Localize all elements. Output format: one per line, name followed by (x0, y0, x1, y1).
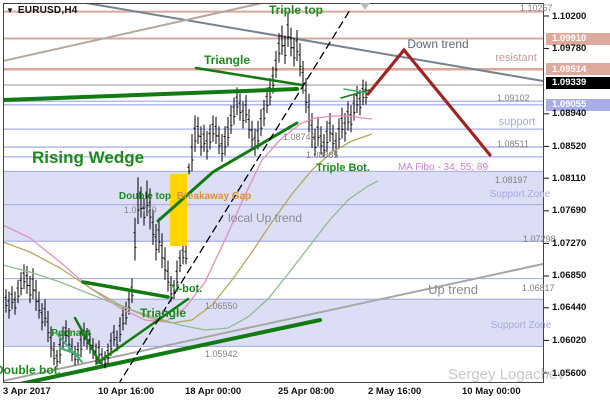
price-tick-1.05600: 1.05600 (552, 367, 587, 379)
ma-line-ma-fibo-89 (3, 180, 379, 331)
down-trend-line[interactable] (85, 3, 544, 82)
support-zone-label-2: Support Zone (490, 320, 552, 331)
annotation-breakaway-gap[interactable]: Breakaway Gap (176, 191, 252, 202)
current-price-label: 1.09339 (546, 76, 610, 89)
price-level-label-1.08511: 1.08511 (497, 139, 529, 149)
price-level-label-1.07770: 1.07770 (124, 205, 157, 215)
price-level-label-1.10257: 1.10257 (520, 3, 553, 13)
time-tick-3-Apr-2017: 3 Apr 2017 (3, 386, 51, 397)
symbol-period-label: EURUSD,H4 (17, 5, 78, 16)
price-level-label-1.08385: 1.08385 (306, 150, 339, 160)
time-tick-10-May-00-00: 10 May 00:00 (462, 386, 521, 397)
chart-shift-marker-icon (360, 3, 370, 10)
annotation-resistant[interactable]: resistant (495, 52, 537, 64)
annotation-double-top[interactable]: Double top (118, 191, 172, 202)
time-tick-10-Apr-16-00: 10 Apr 16:00 (98, 386, 155, 397)
wedge-top-line[interactable] (3, 87, 299, 102)
pennant-line-2[interactable] (59, 347, 80, 356)
annotation-triangle-upper[interactable]: Triangle (203, 53, 251, 67)
annotation-triangle-lower[interactable]: Triangle (139, 306, 187, 320)
annotation-pennant[interactable]: Pennant (51, 328, 91, 339)
price-tick-1.06440: 1.06440 (552, 302, 587, 314)
support-zone-1 (3, 171, 544, 242)
time-tick-18-Apr-00-00: 18 Apr 00:00 (185, 386, 242, 397)
support-zone-label-1: Support Zone (489, 189, 551, 200)
price-tick-1.07270: 1.07270 (552, 237, 587, 249)
forecast-arrow[interactable] (366, 47, 492, 157)
price-level-label-1.06550: 1.06550 (205, 301, 238, 311)
support-green-line[interactable] (18, 318, 322, 384)
price-tick-1.06850: 1.06850 (552, 270, 587, 282)
annotation-v-bot[interactable]: V-bot. (171, 283, 203, 295)
pennant-line-1[interactable] (56, 333, 83, 363)
plot-area[interactable] (3, 3, 544, 385)
up-trend-line[interactable] (3, 263, 544, 382)
price-level-label-1.09102: 1.09102 (497, 93, 530, 103)
price-level-label-1.06817: 1.06817 (522, 283, 555, 293)
plot-border (3, 3, 544, 383)
price-tick-1.08520: 1.08520 (552, 140, 587, 152)
annotation-down-trend[interactable]: Down trend (407, 37, 469, 51)
price-tick-1.09514: 1.09514 (546, 63, 610, 76)
neck-line[interactable] (81, 280, 170, 299)
time-tick-25-Apr-08-00: 25 Apr 08:00 (278, 386, 335, 397)
price-level-label-1.08742: 1.08742 (283, 132, 316, 142)
triangle-lower-desc[interactable] (73, 316, 102, 365)
flag-line-2[interactable] (343, 88, 367, 94)
rising-gray-line[interactable] (3, 3, 263, 62)
price-level-label-1.05942: 1.05942 (205, 349, 238, 359)
annotation-triple-top[interactable]: Triple top (269, 3, 323, 17)
symbol-title: ▼ EURUSD,H4 (6, 5, 78, 16)
price-tick-1.09055: 1.09055 (546, 98, 610, 111)
annotation-local-up-trend[interactable]: local Up trend (227, 211, 303, 225)
annotation-ma-fibo[interactable]: MA Fibo - 34; 55; 89 (397, 162, 489, 173)
price-tick-1.08940: 1.08940 (552, 108, 587, 120)
price-level-label-1.07298: 1.07298 (523, 234, 556, 244)
wedge-bottom-line[interactable] (156, 121, 299, 223)
ma-line-ma-fibo-55 (3, 133, 373, 324)
annotation-triple-bot[interactable]: Triple Bot. (316, 162, 370, 174)
local-uptrend-dashed[interactable] (118, 9, 351, 385)
breakaway-gap-box[interactable] (170, 174, 187, 246)
price-bars (4, 12, 368, 369)
time-tick-2-May-16-00: 2 May 16:00 (368, 386, 422, 397)
triangle-upper-line[interactable] (194, 66, 304, 87)
triangle-lower-asc[interactable] (95, 297, 190, 365)
price-level-label-1.08197: 1.08197 (495, 175, 528, 185)
watermark: Sergey Logachev (448, 366, 565, 383)
price-tick-1.07690: 1.07690 (552, 205, 587, 217)
price-tick-1.10200: 1.10200 (552, 10, 587, 22)
price-tick-1.09910: 1.09910 (546, 32, 610, 45)
annotation-rising-wedge[interactable]: Rising Wedge (31, 148, 145, 167)
price-tick-1.09780: 1.09780 (552, 43, 587, 55)
annotation-support[interactable]: support (498, 116, 536, 128)
annotation-up-trend[interactable]: Up trend (428, 282, 478, 297)
annotation-double-bot[interactable]: Double bot. (0, 363, 61, 377)
flag-line-1[interactable] (340, 89, 370, 99)
symbol-dropdown-icon: ▼ (6, 5, 14, 15)
price-tick-1.06020: 1.06020 (552, 334, 587, 346)
price-tick-1.08110: 1.08110 (552, 172, 586, 184)
